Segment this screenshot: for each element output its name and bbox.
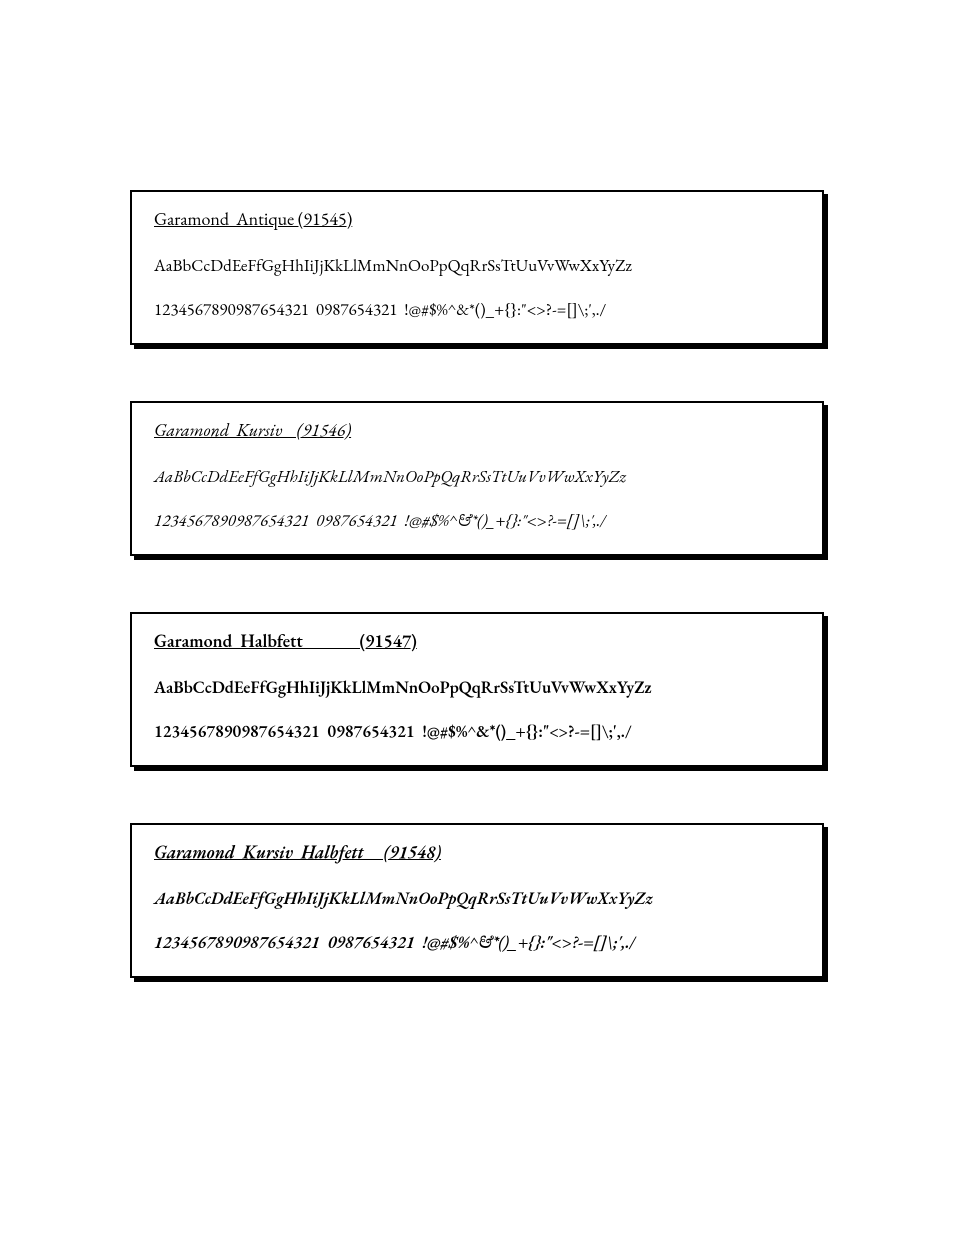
font-title: Garamond Halbfett (91547)	[154, 630, 800, 653]
alphabet-sample: AaBbCcDdEeFfGgHhIiJjKkLlMmNnOoPpQqRrSsTt…	[154, 255, 800, 277]
font-sample-box: Garamond Halbfett (91547) AaBbCcDdEeFfGg…	[130, 612, 824, 767]
font-title: Garamond Kursiv Halbfett (91548)	[154, 841, 800, 864]
font-title: Garamond Kursiv (91546)	[154, 419, 800, 442]
alphabet-sample: AaBbCcDdEeFfGgHhIiJjKkLlMmNnOoPpQqRrSsTt…	[154, 677, 800, 699]
numbers-symbols-sample: 1234567890987654321 0987654321 !@#$%^&*(…	[154, 932, 800, 954]
numbers-symbols-sample: 1234567890987654321 0987654321 !@#$%^&*(…	[154, 721, 800, 743]
numbers-symbols-sample: 1234567890987654321 0987654321 !@#$%^&*(…	[154, 510, 800, 532]
alphabet-sample: AaBbCcDdEeFfGgHhIiJjKkLlMmNnOoPpQqRrSsTt…	[154, 466, 800, 488]
font-sample-box: Garamond Antique (91545) AaBbCcDdEeFfGgH…	[130, 190, 824, 345]
font-title: Garamond Antique (91545)	[154, 208, 800, 231]
alphabet-sample: AaBbCcDdEeFfGgHhIiJjKkLlMmNnOoPpQqRrSsTt…	[154, 888, 800, 910]
numbers-symbols-sample: 1234567890987654321 0987654321 !@#$%^&*(…	[154, 299, 800, 321]
font-sample-box: Garamond Kursiv (91546) AaBbCcDdEeFfGgHh…	[130, 401, 824, 556]
font-sample-box: Garamond Kursiv Halbfett (91548) AaBbCcD…	[130, 823, 824, 978]
